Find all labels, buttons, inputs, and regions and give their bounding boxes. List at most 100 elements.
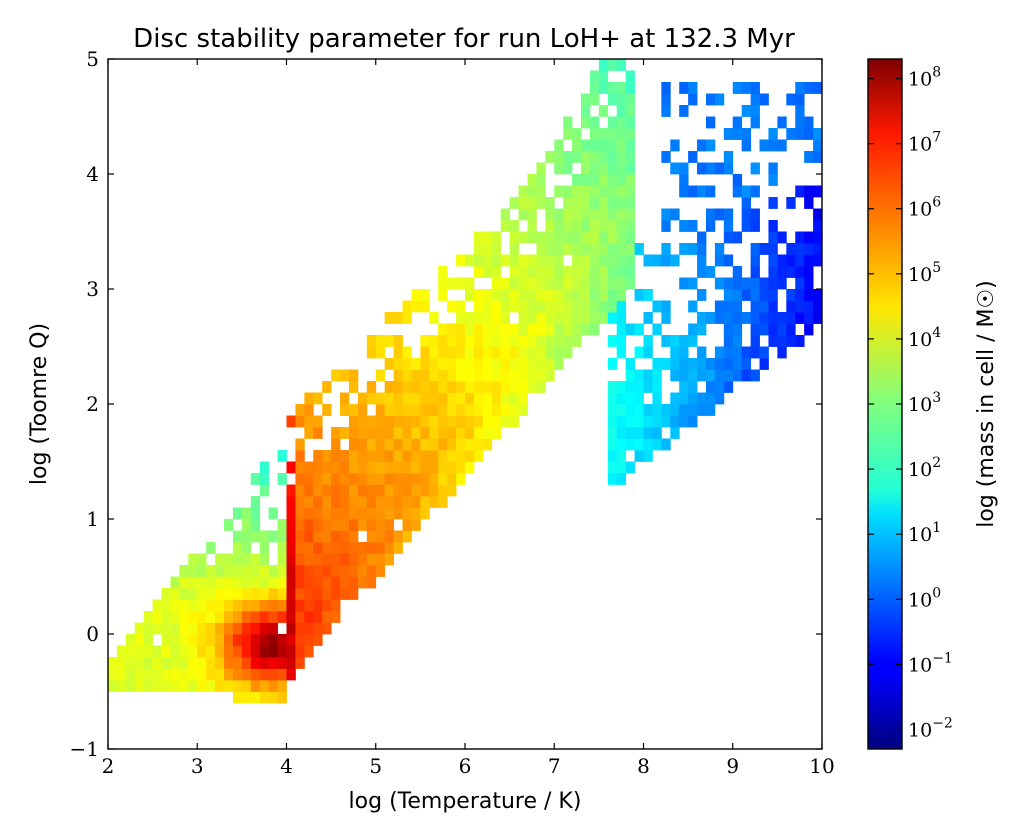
heatmap-cell — [429, 473, 439, 485]
heatmap-cell — [259, 530, 270, 543]
heatmap-cell — [393, 415, 403, 428]
heatmap-cell — [482, 427, 493, 439]
heatmap-cell — [563, 220, 573, 232]
heatmap-cell — [652, 323, 662, 336]
heatmap-cell — [108, 680, 118, 692]
heatmap-cell — [322, 519, 332, 531]
heatmap-cell — [714, 93, 725, 106]
heatmap-cell — [697, 358, 707, 370]
heatmap-cell — [750, 369, 760, 382]
heatmap-cell — [572, 197, 582, 209]
heatmap-cell — [473, 266, 484, 278]
heatmap-cell — [482, 266, 493, 278]
heatmap-cell — [607, 82, 618, 94]
colorbar-label: log (mass in cell / M☉) — [974, 280, 999, 528]
heatmap-cell — [473, 289, 484, 301]
heatmap-cell — [420, 484, 430, 497]
heatmap-cell — [304, 404, 314, 416]
heatmap-cell — [500, 381, 511, 393]
heatmap-cell — [348, 507, 359, 520]
heatmap-cell — [679, 174, 689, 186]
heatmap-cell — [661, 254, 671, 267]
heatmap-cell — [679, 415, 689, 428]
heatmap-cell — [161, 611, 171, 623]
heatmap-cell — [224, 588, 234, 600]
heatmap-cell — [598, 59, 609, 71]
heatmap-cell — [241, 668, 252, 681]
heatmap-cell — [206, 680, 216, 692]
heatmap-cell — [581, 220, 591, 232]
heatmap-cell — [572, 208, 582, 221]
heatmap-cell — [625, 404, 635, 416]
heatmap-cell — [581, 277, 591, 290]
heatmap-cell — [411, 300, 421, 313]
heatmap-cell — [456, 369, 466, 382]
heatmap-cell — [322, 565, 332, 577]
heatmap-cell — [536, 277, 546, 290]
heatmap-cell — [215, 657, 225, 669]
heatmap-cell — [322, 611, 332, 623]
heatmap-cell — [759, 93, 769, 106]
heatmap-cell — [161, 668, 171, 681]
heatmap-cell — [215, 622, 225, 635]
heatmap-cell — [491, 231, 502, 244]
heatmap-cell — [723, 277, 734, 290]
heatmap-cell — [143, 622, 154, 635]
heatmap-cell — [322, 404, 332, 416]
heatmap-cell — [688, 82, 698, 94]
heatmap-cell — [313, 507, 323, 520]
heatmap-cell — [134, 680, 145, 692]
heatmap-cell — [241, 634, 252, 646]
heatmap-cell — [411, 289, 421, 301]
heatmap-cell — [509, 415, 519, 428]
heatmap-cell — [777, 346, 787, 359]
heatmap-cell — [607, 277, 618, 290]
heatmap-cell — [402, 507, 412, 520]
heatmap-cell — [295, 657, 305, 669]
heatmap-cell — [572, 335, 582, 347]
heatmap-cell — [697, 162, 707, 175]
heatmap-cell — [670, 415, 680, 428]
heatmap-cell — [482, 358, 493, 370]
heatmap-cell — [277, 599, 287, 612]
heatmap-cell — [357, 484, 368, 497]
heatmap-cell — [197, 657, 207, 669]
heatmap-cell — [536, 231, 546, 244]
heatmap-cell — [268, 507, 278, 520]
heatmap-cell — [625, 392, 635, 405]
heatmap-cell — [465, 392, 475, 405]
heatmap-cell — [509, 220, 519, 232]
heatmap-cell — [723, 151, 734, 163]
heatmap-cell — [241, 657, 252, 669]
heatmap-cell — [340, 542, 350, 554]
heatmap-cell — [509, 231, 519, 244]
heatmap-cell — [732, 116, 743, 129]
heatmap-cell — [589, 128, 600, 140]
heatmap-cell — [661, 105, 671, 117]
heatmap-cell — [607, 438, 618, 451]
heatmap-cell — [607, 220, 618, 232]
heatmap-cell — [509, 404, 519, 416]
heatmap-cell — [643, 427, 653, 439]
heatmap-cell — [313, 415, 323, 428]
heatmap-cell — [679, 369, 689, 382]
heatmap-cell — [348, 553, 359, 566]
heatmap-cell — [679, 220, 689, 232]
heatmap-cell — [732, 277, 743, 290]
heatmap-cell — [509, 358, 519, 370]
heatmap-cell — [420, 507, 430, 520]
heatmap-cell — [705, 404, 716, 416]
heatmap-cell — [331, 427, 341, 439]
heatmap-cell — [277, 611, 287, 623]
heatmap-cell — [250, 588, 261, 600]
heatmap-cell — [589, 300, 600, 313]
heatmap-cell — [188, 588, 198, 600]
heatmap-cell — [598, 105, 609, 117]
heatmap-cell — [545, 358, 555, 370]
heatmap-cell — [420, 300, 430, 313]
heatmap-cell — [161, 622, 171, 635]
heatmap-cell — [625, 162, 635, 175]
heatmap-cell — [170, 668, 180, 681]
heatmap-cell — [589, 116, 600, 129]
heatmap-cell — [607, 358, 618, 370]
